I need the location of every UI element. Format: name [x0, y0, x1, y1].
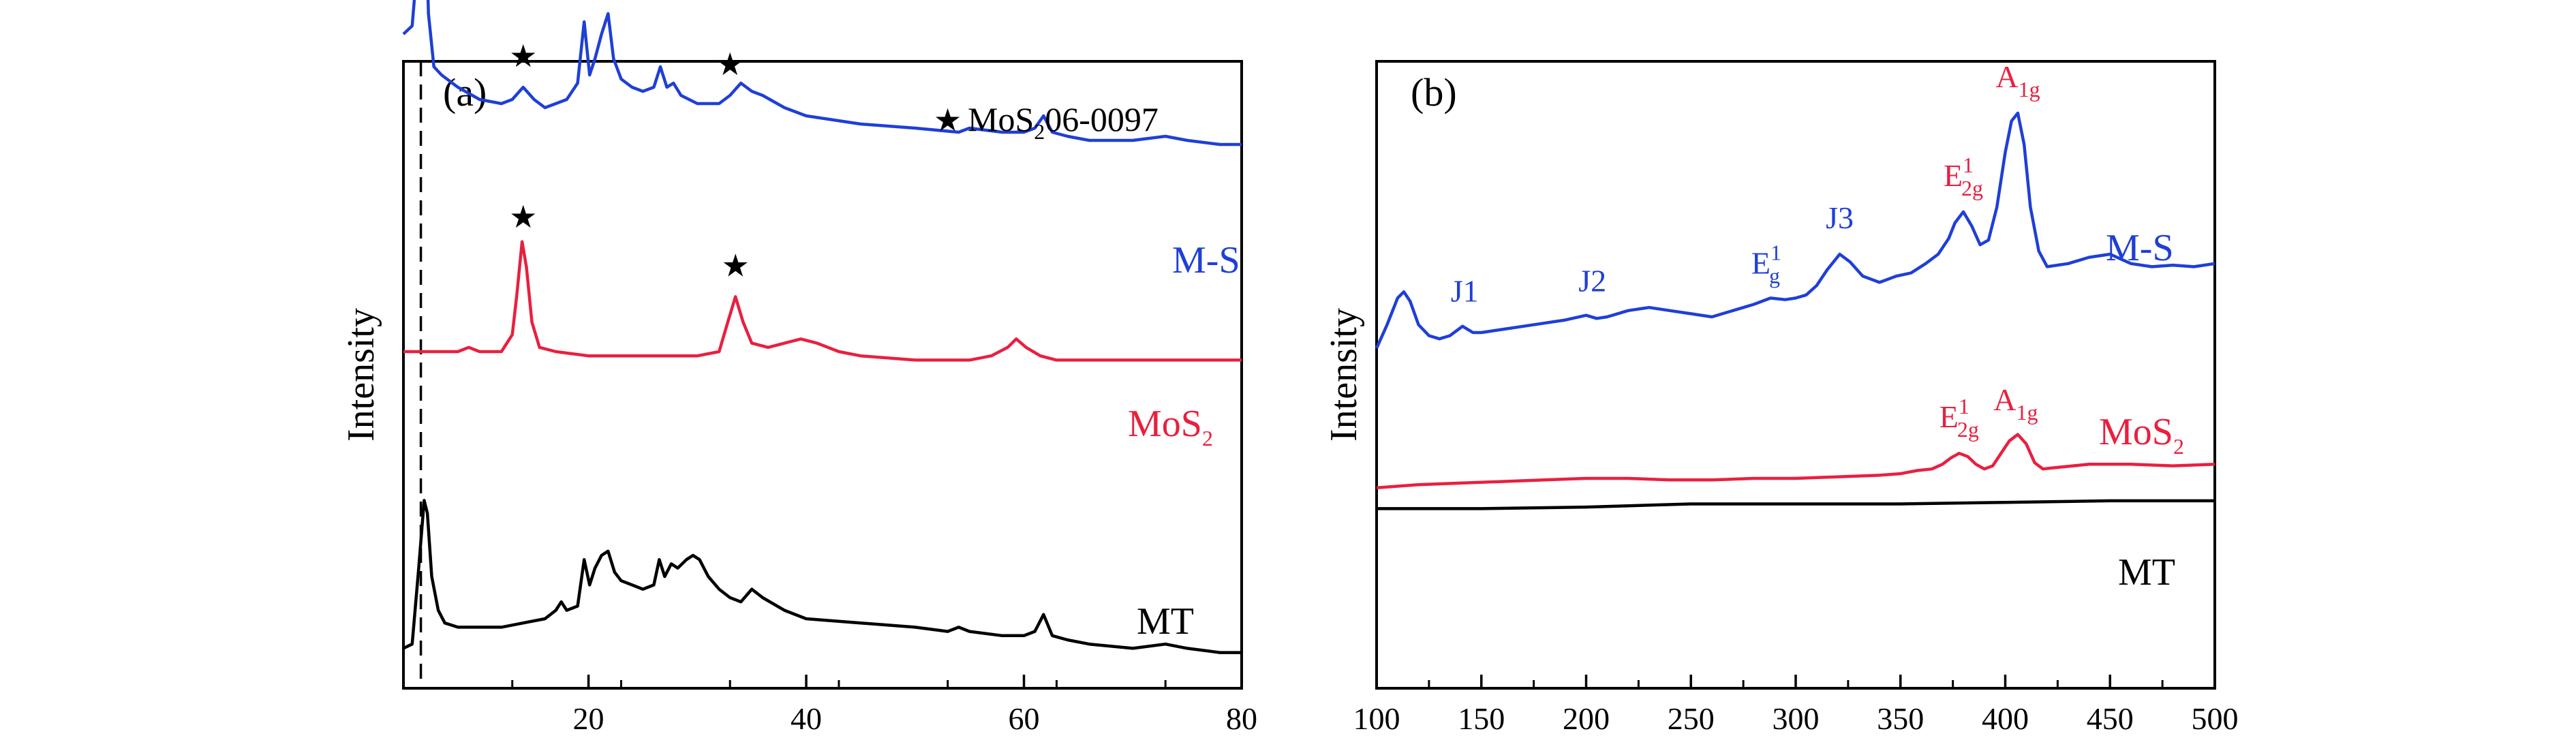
series-label-text: MT: [1137, 600, 1194, 643]
plot-frame: [402, 60, 1243, 690]
x-axis: 20 40 60 80: [511, 675, 1257, 736]
star-marker: ★: [509, 39, 537, 74]
series-label-text: M-S: [1172, 239, 1240, 281]
series-label-text: M-S: [2106, 227, 2174, 269]
peak-label: E1 2g: [1939, 394, 1979, 442]
series-line-m-s: [402, 0, 1242, 147]
peak-label-superscript: 1: [1959, 394, 1969, 418]
legend: ★ MoS206-0097: [934, 100, 1159, 144]
peak-label: J1: [1451, 274, 1479, 309]
x-tick-label: 60: [1009, 701, 1040, 736]
peak-label-text: J1: [1451, 274, 1479, 309]
series-line-mt: [1377, 499, 2215, 510]
series-label: MoS2: [2099, 411, 2184, 459]
x-tick-label: 350: [1877, 701, 1924, 736]
series-label: MT: [1137, 600, 1194, 643]
series-label-subscript: 2: [1202, 426, 1213, 450]
peak-label-subscript: 2g: [1957, 417, 1979, 442]
panel-label: (b): [1411, 70, 1457, 114]
x-tick-label: 40: [791, 701, 822, 736]
x-tick-label: 500: [2192, 701, 2239, 736]
legend-text: MoS206-0097: [968, 100, 1159, 144]
y-axis-label: Intensity: [1323, 308, 1365, 442]
peak-label-text: A: [1995, 59, 2018, 94]
legend-text-suffix: 06-0097: [1045, 100, 1159, 138]
series-label: M-S: [1172, 239, 1240, 281]
peak-label: J2: [1578, 263, 1606, 298]
x-axis: 100 150 200 250 300 350 400 450 500: [1353, 675, 2239, 736]
peak-label-superscript: 1: [1963, 153, 1974, 177]
star-marker: ★: [722, 248, 750, 283]
peak-label-text: A: [1993, 382, 2016, 417]
peak-label: E1 2g: [1944, 153, 1983, 200]
panel-b: 100 150 200 250 300 350 400 450 500 Intensity (b) M…: [1323, 59, 2239, 736]
peak-label-text: E: [1751, 246, 1770, 281]
series-label-subscript: 2: [2173, 434, 2184, 459]
series-label-text: MoS: [1128, 403, 1202, 445]
peak-label-superscript: 1: [1770, 241, 1781, 265]
series-label-text: MT: [2118, 551, 2175, 594]
peak-label: A1g: [1993, 382, 2038, 425]
series-label: MT: [2118, 551, 2175, 594]
x-tick-label: 100: [1353, 701, 1400, 736]
x-tick-label: 300: [1773, 701, 1820, 736]
series-line-mos2: [403, 240, 1242, 362]
series-line-m-s: [1375, 111, 2215, 349]
legend-text-sub: 2: [1034, 119, 1045, 144]
x-tick-label: 400: [1982, 701, 2029, 736]
peak-label-text: J3: [1826, 200, 1854, 235]
peak-label-text: E: [1939, 399, 1959, 434]
peak-label-text: J2: [1578, 263, 1606, 298]
series-label-text: MoS: [2099, 411, 2173, 453]
legend-text-main: MoS: [968, 100, 1034, 138]
peak-label: A1g: [1995, 59, 2040, 102]
x-tick-label: 250: [1668, 701, 1715, 736]
x-tick-label: 20: [573, 701, 604, 736]
peak-label-subscript: 2g: [1961, 176, 1983, 200]
peak-label-subscript: g: [1769, 264, 1780, 288]
series-label: M-S: [2106, 227, 2174, 269]
series-line-mt: [403, 499, 1242, 654]
peak-label-subscript: 1g: [2019, 77, 2040, 102]
star-marker: ★: [509, 200, 537, 234]
peak-label: E1 g: [1751, 241, 1781, 288]
x-tick-label: 450: [2087, 701, 2134, 736]
x-tick-label: 200: [1563, 701, 1610, 736]
peak-label-subscript: 1g: [2016, 400, 2038, 425]
star-marker: ★: [716, 47, 744, 82]
x-tick-label: 80: [1226, 701, 1257, 736]
series-line-mos2: [1376, 433, 2215, 490]
x-tick-label: 150: [1458, 701, 1505, 736]
y-axis-label: Intensity: [340, 308, 382, 442]
plot-frame: [1375, 60, 2216, 690]
peak-label: J3: [1826, 200, 1854, 235]
series-label: MoS2: [1128, 403, 1213, 450]
peak-label-text: E: [1944, 158, 1963, 193]
legend-star-icon: ★: [934, 103, 962, 138]
